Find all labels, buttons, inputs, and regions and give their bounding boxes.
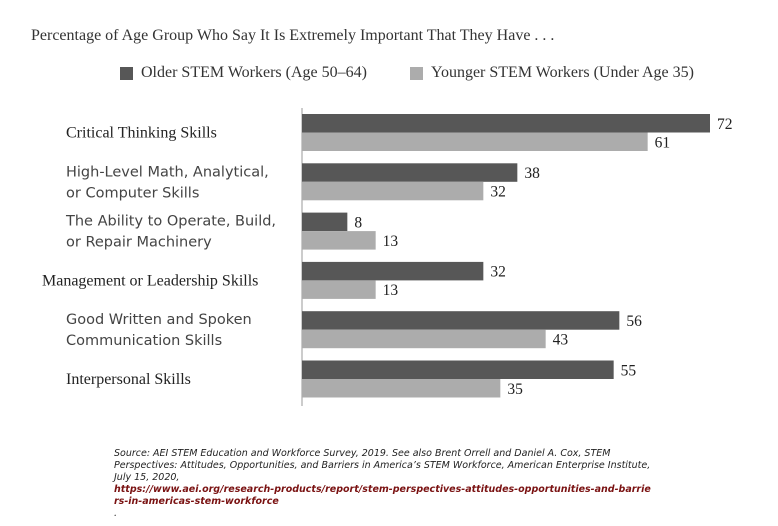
bar-younger	[302, 379, 501, 398]
data-label: 13	[383, 282, 399, 299]
bar-older	[302, 261, 484, 281]
data-label: 55	[621, 362, 637, 379]
bar-younger	[302, 280, 376, 299]
bar-older	[302, 360, 614, 379]
source-url[interactable]: https://www.aei.org/research-products/re…	[114, 484, 651, 507]
data-label: 56	[626, 313, 642, 330]
data-label: 38	[524, 165, 540, 182]
category-label: Critical Thinking Skills	[66, 125, 217, 142]
bar-chart: 72 61 Critical Thinking Skills 38 32 High-Lev…	[42, 108, 733, 406]
legend-swatch-younger	[410, 66, 423, 80]
source-note: Source: AEI STEM Education and Workforce…	[114, 448, 654, 520]
data-label: 32	[490, 184, 506, 201]
bar-older	[302, 114, 710, 133]
bar-younger	[302, 132, 648, 151]
category-label: or Repair Machinery	[66, 235, 212, 251]
bar-older	[302, 212, 348, 232]
data-label: 43	[553, 331, 569, 348]
category-label: High-Level Math, Analytical,	[66, 164, 269, 180]
category-label: The Ability to Operate, Build,	[65, 214, 276, 230]
chart-legend: Older STEM Workers (Age 50–64) Younger S…	[120, 64, 760, 84]
bar-younger	[302, 181, 484, 201]
legend-swatch-older	[120, 66, 133, 80]
category-label: Good Written and Spoken	[66, 312, 252, 328]
category-label: Communication Skills	[66, 333, 222, 349]
legend-item-younger: Younger STEM Workers (Under Age 35)	[410, 64, 694, 82]
category-label: or Computer Skills	[66, 185, 199, 201]
data-label: 32	[490, 264, 506, 281]
legend-label-younger: Younger STEM Workers (Under Age 35)	[431, 64, 694, 81]
bar-older	[302, 311, 620, 330]
legend-item-older: Older STEM Workers (Age 50–64)	[120, 64, 367, 82]
source-trailing: .	[114, 508, 118, 519]
data-label: 13	[383, 233, 399, 250]
data-label: 35	[507, 381, 523, 398]
bar-younger	[302, 329, 546, 349]
bar-younger	[302, 231, 376, 250]
source-text: Source: AEI STEM Education and Workforce…	[114, 448, 651, 483]
category-label: Management or Leadership Skills	[42, 272, 258, 289]
chart-title: Percentage of Age Group Who Say It Is Ex…	[31, 27, 555, 44]
data-label: 72	[717, 116, 733, 133]
data-label: 61	[655, 134, 671, 151]
bar-older	[302, 163, 518, 182]
data-label: 8	[354, 214, 362, 231]
category-label: Interpersonal Skills	[66, 371, 191, 388]
legend-label-older: Older STEM Workers (Age 50–64)	[141, 64, 367, 81]
